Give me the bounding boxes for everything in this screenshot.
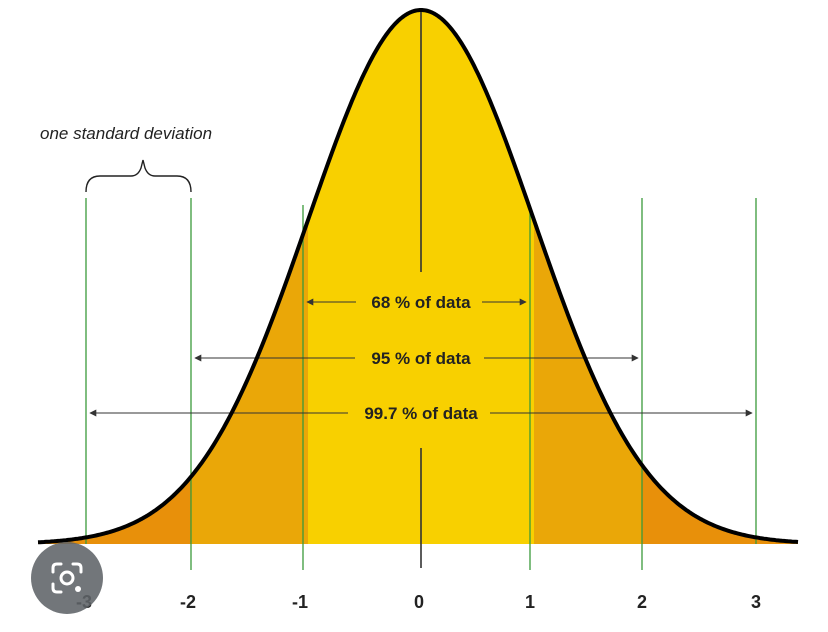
- span-label-997: 99.7 % of data: [364, 404, 478, 423]
- tick-label: 2: [637, 592, 647, 612]
- tick-label: 3: [751, 592, 761, 612]
- tick-label: -2: [180, 592, 196, 612]
- sd-guide-lines: [85, 198, 757, 570]
- tick-label: -1: [292, 592, 308, 612]
- span-arrows: [89, 298, 753, 417]
- two-sd-region-left: [191, 220, 308, 544]
- google-lens-button[interactable]: [31, 542, 103, 614]
- google-lens-camera-icon: [51, 562, 83, 594]
- tick-label: 1: [525, 592, 535, 612]
- bracket-label: one standard deviation: [40, 124, 212, 143]
- span-label-68: 68 % of data: [371, 293, 471, 312]
- span-label-95: 95 % of data: [371, 349, 471, 368]
- tail-region-left: [38, 476, 191, 544]
- sd-bracket: [85, 159, 192, 193]
- one-sd-region: [308, 10, 534, 544]
- tick-label: 0: [414, 592, 424, 612]
- tick-labels: -3 -2 -1 0 1 2 3: [76, 592, 761, 612]
- tail-region-right: [642, 465, 798, 544]
- bell-curve-outline: [37, 8, 799, 545]
